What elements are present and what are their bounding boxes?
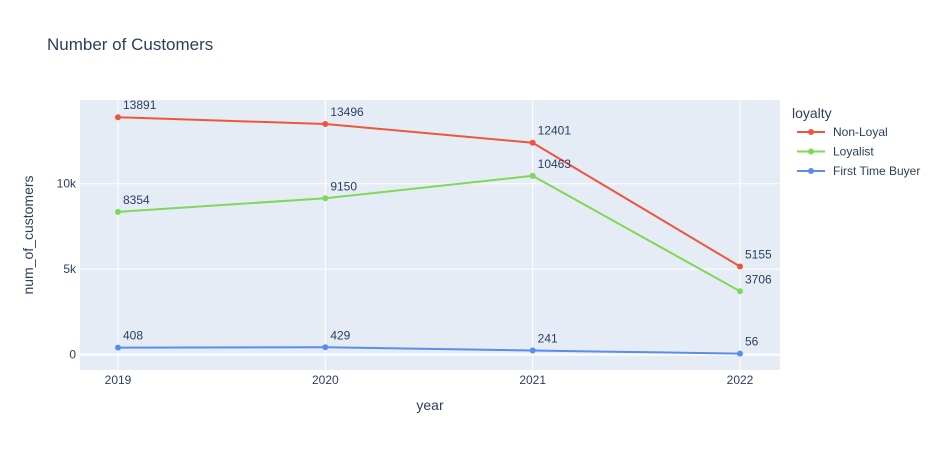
data-label-first-time-buyer: 56	[745, 335, 759, 349]
data-label-loyalist: 3706	[745, 272, 772, 286]
y-tick-label: 10k	[57, 177, 77, 191]
x-axis-title: year	[416, 397, 444, 413]
data-point-non-loyal[interactable]	[529, 139, 536, 146]
data-label-non-loyal: 13891	[123, 98, 157, 112]
series-line-loyalist[interactable]	[117, 174, 741, 293]
series-line-non-loyal[interactable]	[117, 116, 741, 268]
legend-label: Loyalist	[833, 145, 874, 159]
legend[interactable]: loyalty Non-Loyal Loyalist First Time Buye…	[792, 105, 920, 178]
legend-swatch-marker	[808, 148, 814, 155]
data-label-non-loyal: 5155	[745, 248, 772, 262]
data-label-non-loyal: 12401	[538, 124, 572, 138]
legend-item-loyalist[interactable]: Loyalist	[797, 145, 874, 159]
data-point-first-time-buyer[interactable]	[529, 347, 536, 354]
data-label-non-loyal: 13496	[330, 105, 364, 119]
series-lines	[115, 114, 743, 357]
legend-item-non-loyal[interactable]: Non-Loyal	[797, 125, 888, 139]
data-label-first-time-buyer: 429	[330, 328, 350, 342]
data-point-non-loyal[interactable]	[737, 263, 743, 270]
data-point-first-time-buyer[interactable]	[115, 344, 121, 351]
series-line-first-time-buyer[interactable]	[117, 346, 741, 355]
data-label-first-time-buyer: 408	[123, 329, 143, 343]
y-axis-title: num_of_customers	[20, 175, 36, 294]
x-tick-label: 2022	[727, 373, 754, 387]
data-point-loyalist[interactable]	[737, 288, 743, 295]
data-label-first-time-buyer: 241	[538, 332, 558, 346]
data-point-loyalist[interactable]	[115, 208, 121, 215]
x-tick-label: 2019	[105, 373, 132, 387]
data-point-first-time-buyer[interactable]	[322, 344, 329, 351]
legend-swatch-marker	[808, 129, 814, 135]
x-axis-ticks: 2019 2020 2021 2022	[105, 373, 754, 387]
data-point-first-time-buyer[interactable]	[737, 350, 743, 357]
data-point-loyalist[interactable]	[529, 172, 536, 179]
data-point-non-loyal[interactable]	[115, 114, 121, 121]
legend-title: loyalty	[792, 105, 832, 121]
y-tick-label: 0	[69, 348, 76, 362]
legend-label: First Time Buyer	[833, 164, 920, 178]
x-tick-label: 2020	[312, 373, 339, 387]
legend-swatch-marker	[808, 168, 814, 174]
data-point-loyalist[interactable]	[322, 195, 329, 202]
data-point-non-loyal[interactable]	[322, 120, 329, 127]
data-label-loyalist: 9150	[330, 179, 357, 193]
plot-area	[80, 100, 780, 370]
legend-item-first-time-buyer[interactable]: First Time Buyer	[797, 164, 920, 178]
chart-title: Number of Customers	[47, 35, 213, 54]
gridlines	[80, 100, 780, 370]
y-axis-ticks: 0 5k 10k	[57, 177, 77, 362]
legend-label: Non-Loyal	[833, 125, 888, 139]
data-label-loyalist: 10463	[538, 157, 572, 171]
y-tick-label: 5k	[63, 262, 77, 276]
data-label-loyalist: 8354	[123, 193, 150, 207]
x-tick-label: 2021	[519, 373, 546, 387]
data-labels: 13891 13496 12401 5155 8354 9150 10463 3706 408 4…	[123, 98, 772, 348]
